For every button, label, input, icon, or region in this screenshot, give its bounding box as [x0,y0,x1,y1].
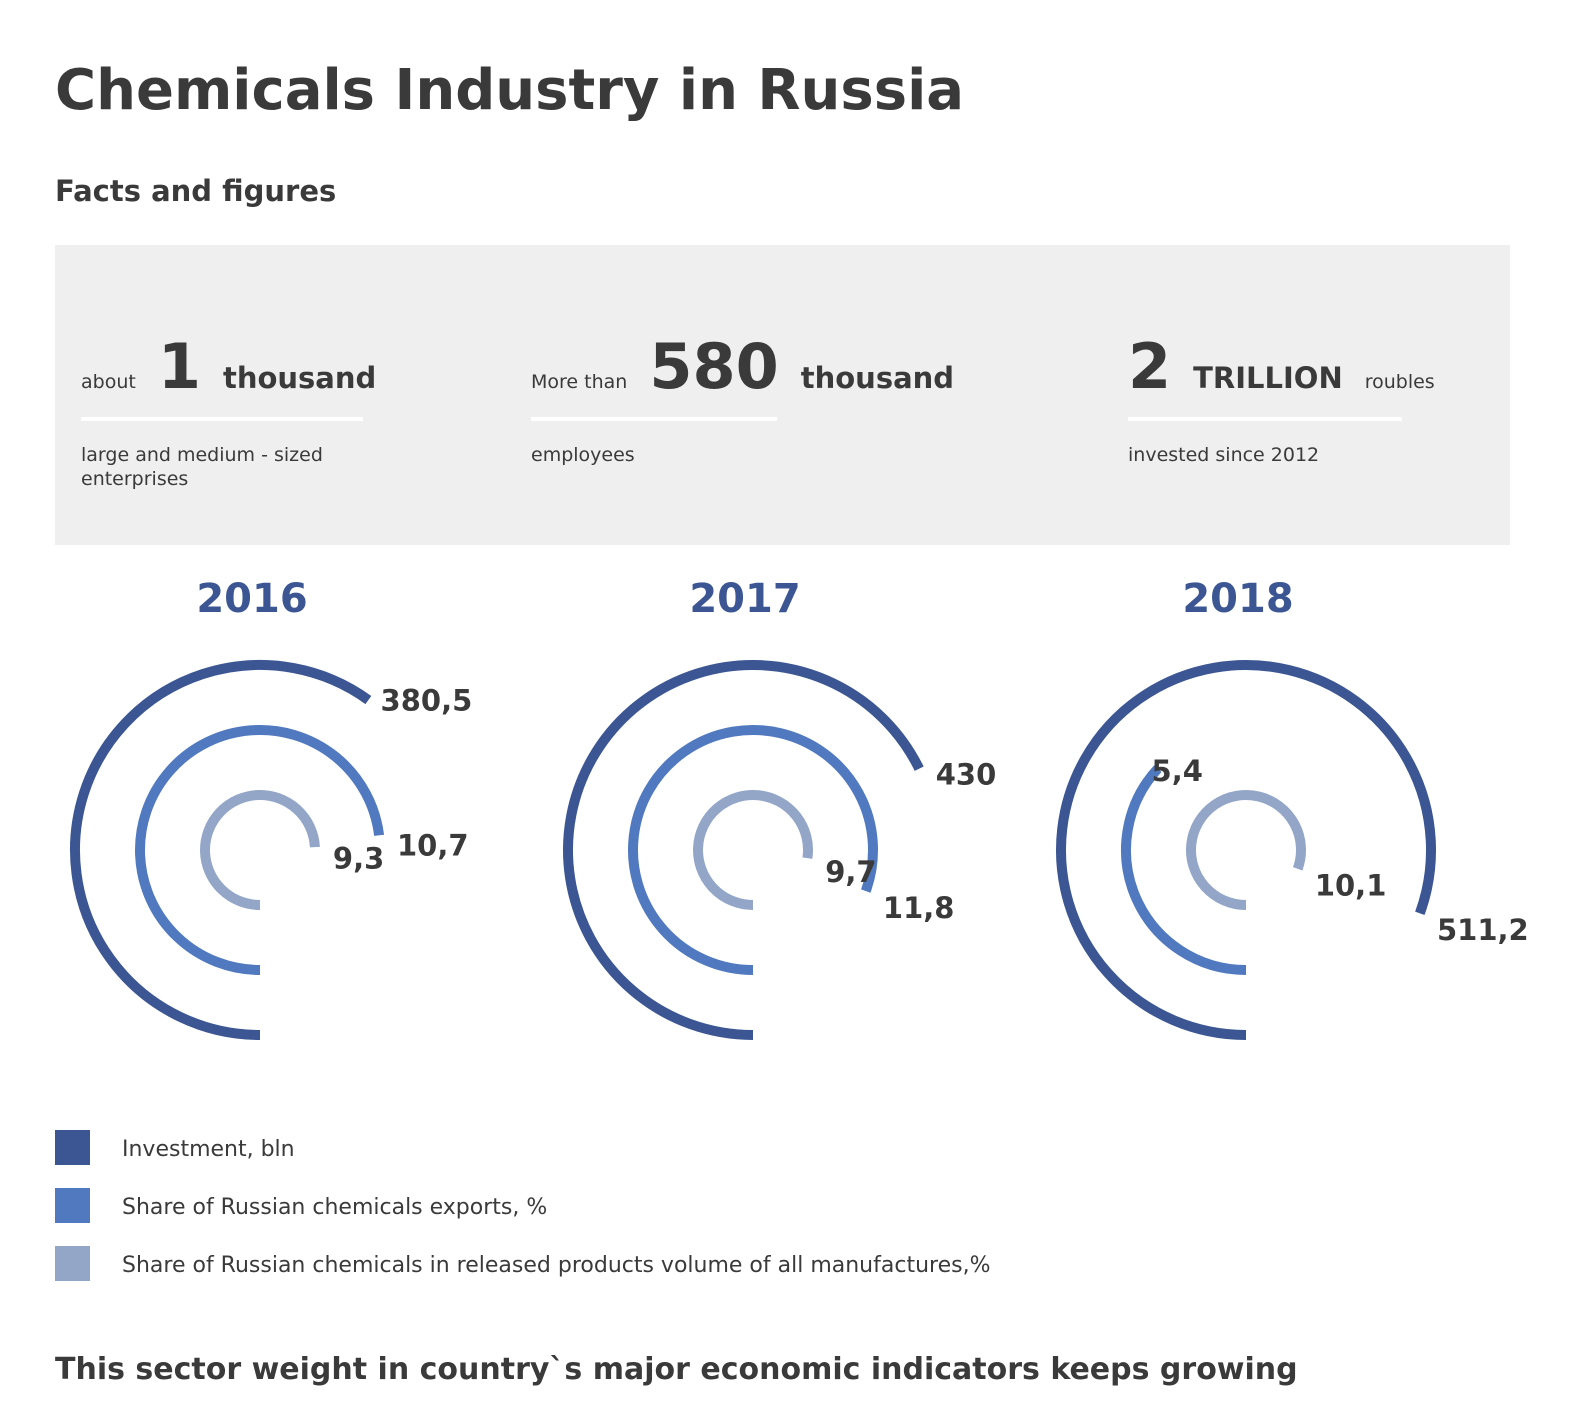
fact-prefix: More than [531,371,628,393]
footer: This sector weight in country`s major ec… [55,1352,1298,1387]
legend-swatch [55,1246,90,1281]
fact: about 1 thousand large and medium - sized … [81,330,376,491]
fact: 2 TRILLION roubles invested since 2012 [1128,330,1435,467]
arc [1056,660,1436,1040]
legend-swatch [55,1130,90,1165]
fact-rule [531,417,777,421]
title: Chemicals Industry in Russia [55,58,965,123]
fact-note: employees [531,444,635,466]
value-label: 9,3 [333,841,384,875]
value-label: 10,7 [397,829,469,863]
legend-label: Investment, bln [122,1137,295,1162]
year-label: 2017 [689,576,800,622]
arc [693,790,813,910]
legend-swatch [55,1188,90,1223]
fact-unit: thousand [222,361,377,395]
arc [70,660,372,1040]
legend-label: Share of Russian chemicals exports, % [122,1195,547,1220]
fact-note: invested since 2012 [1128,444,1320,466]
year-label: 2016 [196,576,307,622]
chart: 2016 380,5 10,7 9,3 2017 430 11,89,7 2018 511,2 5… [55,576,1529,1281]
fact-prefix: about [81,371,136,393]
value-label: 11,8 [883,891,955,925]
arc [135,725,385,975]
arc [200,790,320,910]
arc [628,725,878,975]
value-label: 10,1 [1315,869,1387,903]
value-label: 430 [936,758,997,792]
subtitle: Facts and figures [55,174,337,208]
legend-label: Share of Russian chemicals in released p… [122,1253,990,1278]
value-label: 5,4 [1152,754,1203,788]
fact-note: large and medium - sized enterprises [81,444,323,490]
fact-number: 1 [157,330,201,403]
value-label: 9,7 [825,855,876,889]
value-label: 511,2 [1437,913,1529,947]
fact-unit: thousand [800,361,955,395]
arc [1186,790,1306,910]
arc [1121,765,1247,975]
fact-rule [81,417,363,421]
fact-number: 2 [1128,330,1172,403]
fact-number: 580 [649,330,779,403]
value-label: 380,5 [381,684,473,718]
fact-rule [1128,417,1402,421]
fact-unit: TRILLION [1193,361,1343,395]
facts-box [55,245,1510,545]
year-label: 2018 [1182,576,1293,622]
arc [563,660,924,1040]
fact-suffix: roubles [1364,371,1435,393]
fact: More than 580 thousand employees [531,330,954,467]
